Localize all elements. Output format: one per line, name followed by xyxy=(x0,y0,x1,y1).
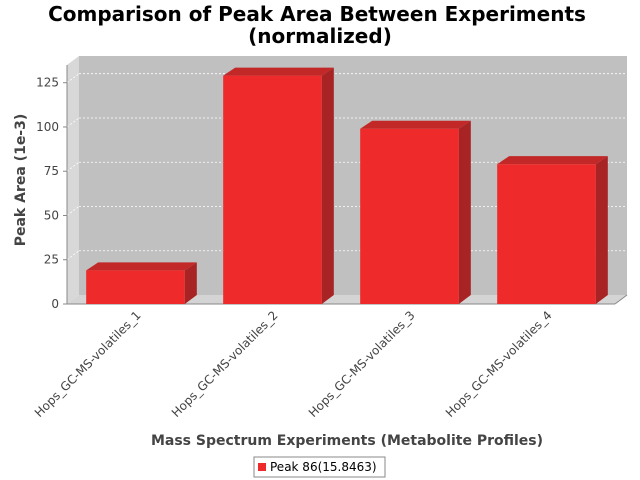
bar xyxy=(360,128,459,304)
y-tick-label: 50 xyxy=(44,208,59,222)
y-tick-label: 100 xyxy=(36,120,59,134)
y-tick-label: 125 xyxy=(36,76,59,90)
bar-side xyxy=(595,156,608,304)
x-axis-label: Mass Spectrum Experiments (Metabolite Pr… xyxy=(151,433,543,449)
x-tick-label: Hops_GC-MS-volatiles_4 xyxy=(443,308,555,420)
bar xyxy=(223,75,322,304)
y-axis-label: Peak Area (1e-3) xyxy=(13,114,29,247)
gridline xyxy=(66,161,80,172)
gridline xyxy=(66,206,80,216)
y-tick-label: 25 xyxy=(44,253,59,267)
floor xyxy=(67,295,627,304)
left-wall xyxy=(67,56,79,304)
gridline xyxy=(66,73,80,84)
legend-entry: Peak 86(15.8463) xyxy=(270,460,377,474)
x-tick-label: Hops_GC-MS-volatiles_2 xyxy=(169,308,281,420)
y-tick-label: 0 xyxy=(51,297,59,311)
bar-side xyxy=(458,120,471,304)
x-axis-depth-line xyxy=(614,294,628,305)
bar-top xyxy=(223,67,334,76)
bar-top xyxy=(497,156,608,165)
bar-side xyxy=(321,67,334,304)
y-tick-label: 75 xyxy=(44,164,59,178)
bar-side xyxy=(184,262,197,304)
legend: Peak 86(15.8463) xyxy=(253,456,386,478)
chart-title: Comparison of Peak Area Between Experime… xyxy=(48,2,586,26)
bar xyxy=(497,164,596,304)
x-tick-label: Hops_GC-MS-volatiles_1 xyxy=(32,308,144,420)
chart-subtitle: (normalized) xyxy=(248,24,392,48)
gridline xyxy=(66,117,80,128)
legend-box xyxy=(253,456,386,478)
gridline xyxy=(66,250,80,261)
bar-top xyxy=(360,120,471,129)
legend-swatch xyxy=(258,463,266,471)
x-tick-label: Hops_GC-MS-volatiles_3 xyxy=(306,308,418,420)
bar xyxy=(86,270,185,304)
bar-top xyxy=(86,262,197,271)
